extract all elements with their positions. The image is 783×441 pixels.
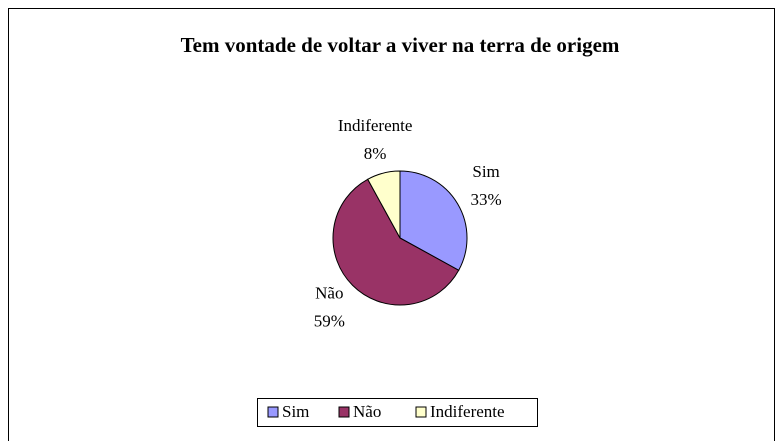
legend-label: Sim xyxy=(282,402,309,421)
pie-slice xyxy=(367,170,401,239)
pie-slice xyxy=(399,170,468,271)
data-label-value: 59% xyxy=(314,312,345,331)
data-label-value: 33% xyxy=(470,190,501,209)
legend-label: Indiferente xyxy=(430,402,505,421)
data-label-name: Sim xyxy=(472,162,499,181)
chart-title: Tem vontade de voltar a viver na terra d… xyxy=(181,33,620,57)
legend-swatch xyxy=(267,406,279,418)
pie-slice xyxy=(332,178,460,306)
legend-swatch xyxy=(338,406,350,418)
legend-box xyxy=(257,398,538,427)
data-label-name: Não xyxy=(315,284,343,303)
data-label-value: 8% xyxy=(364,144,387,163)
data-label-name: Indiferente xyxy=(338,116,413,135)
legend-swatch xyxy=(415,406,427,418)
legend-label: Não xyxy=(353,402,381,421)
